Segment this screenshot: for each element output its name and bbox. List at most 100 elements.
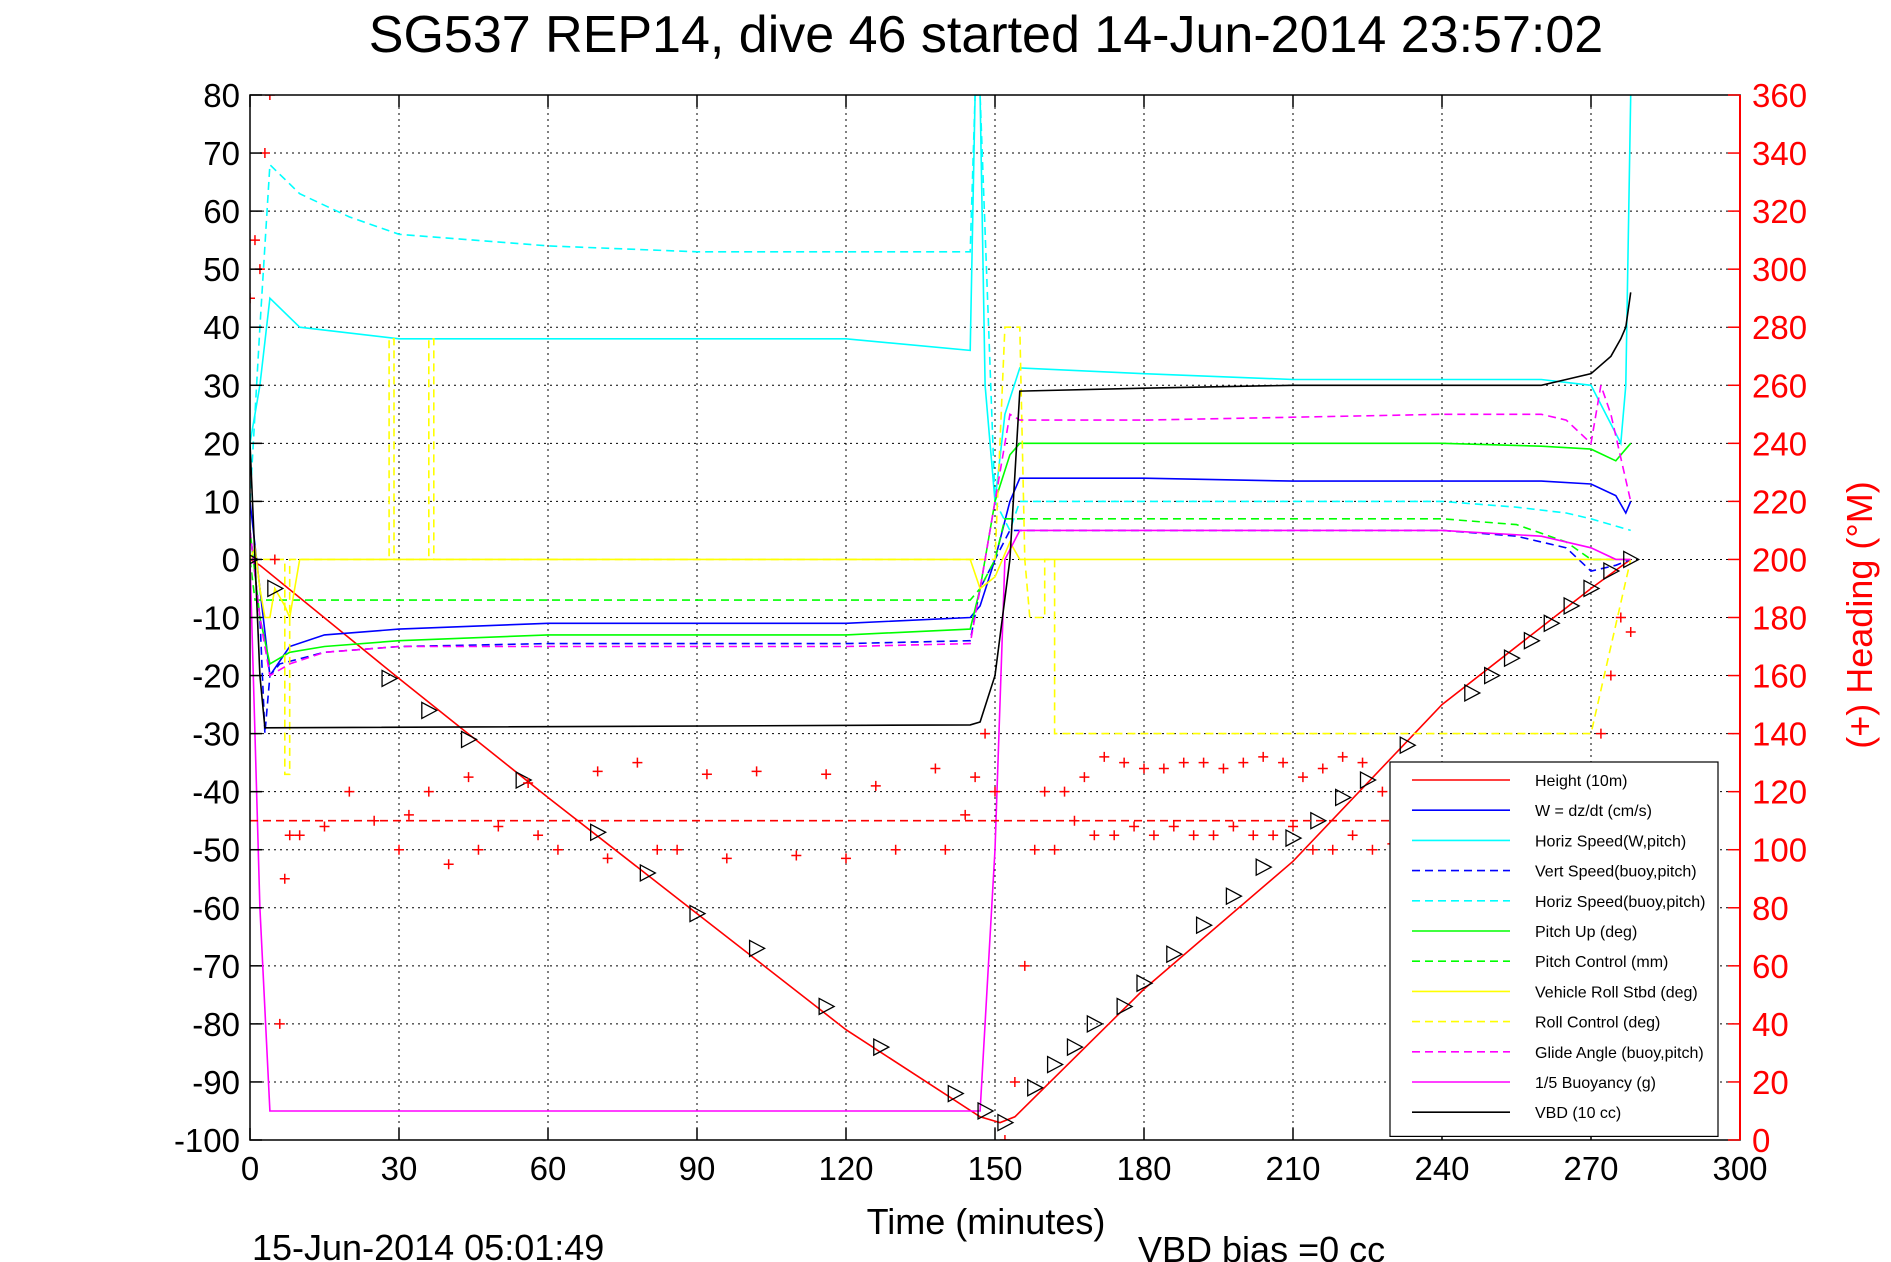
heading-point	[1278, 757, 1289, 768]
triangle-marker	[1285, 829, 1303, 848]
triangle-marker	[1399, 736, 1417, 755]
heading-point	[1129, 821, 1140, 832]
y2-tick-label: 280	[1752, 309, 1807, 346]
heading-point	[319, 821, 330, 832]
triangle-marker	[515, 770, 533, 790]
y2-tick-label: 160	[1752, 658, 1807, 695]
chart-title: SG537 REP14, dive 46 started 14-Jun-2014…	[369, 6, 1603, 64]
x-tick-label: 60	[530, 1150, 567, 1187]
y-tick-label: 40	[203, 309, 240, 346]
heading-point	[1119, 757, 1130, 768]
x-tick-label: 180	[1116, 1150, 1171, 1187]
heading-point	[1595, 728, 1606, 739]
y-tick-label: -30	[192, 716, 240, 753]
series-line-1-5-buoyancy-g	[250, 529, 1631, 1112]
triangle-marker	[947, 1084, 965, 1103]
triangle-marker	[977, 1101, 995, 1121]
heading-point	[1148, 830, 1159, 841]
x-tick-label: 30	[381, 1150, 418, 1187]
y-tick-label: -50	[192, 832, 240, 869]
heading-point	[1049, 844, 1060, 855]
triangle-marker	[1116, 997, 1134, 1016]
y2-tick-label: 340	[1752, 135, 1807, 172]
heading-point	[672, 844, 683, 855]
y2-axis-ticks: 3603403203002802602402202001801601401201…	[1728, 77, 1807, 1159]
y-tick-label: 60	[203, 193, 240, 230]
legend: Height (10m) W = dz/dt (cm/s) Horiz Speed(…	[1389, 761, 1719, 1137]
x-tick-label: 210	[1265, 1150, 1320, 1187]
triangle-marker	[1066, 1038, 1084, 1057]
y2-tick-label: 220	[1752, 483, 1807, 520]
heading-point	[990, 786, 1000, 797]
heading-point	[1347, 830, 1358, 841]
series-layer	[250, 95, 1641, 1140]
heading-point	[970, 772, 981, 783]
y-tick-label: 20	[203, 425, 240, 462]
heading-point	[1615, 612, 1626, 623]
legend-label: VBD (10 cc)	[1535, 1105, 1621, 1122]
triangle-marker	[1255, 858, 1273, 877]
heading-point	[1029, 844, 1040, 855]
heading-point	[1288, 821, 1298, 832]
heading-point	[250, 293, 255, 304]
heading-point	[274, 1018, 285, 1029]
heading-point	[1377, 786, 1388, 797]
y-tick-label: 0	[222, 541, 240, 578]
y2-tick-label: 0	[1752, 1122, 1770, 1159]
triangle-marker	[1086, 1014, 1104, 1033]
heading-point	[1307, 844, 1318, 855]
footer-date: 15-Jun-2014 05:01:49	[252, 1227, 604, 1262]
heading-point	[1268, 830, 1279, 841]
series-line-roll-control-deg	[250, 326, 1632, 776]
y2-axis-label: (+) Heading (°M)	[1839, 481, 1880, 748]
heading-point	[463, 772, 474, 783]
heading-point	[269, 554, 280, 565]
triangle-marker	[1195, 916, 1213, 935]
x-tick-label: 120	[818, 1150, 873, 1187]
heading-point	[821, 769, 832, 780]
heading-point	[1248, 830, 1259, 841]
y2-tick-label: 320	[1752, 193, 1807, 230]
triangle-marker	[1046, 1055, 1064, 1074]
triangle-marker	[381, 669, 399, 688]
y2-tick-label: 200	[1752, 541, 1807, 578]
triangle-marker	[873, 1038, 891, 1057]
triangle-marker	[1359, 770, 1377, 790]
y-tick-label: -90	[192, 1064, 240, 1101]
x-tick-label: 90	[679, 1150, 716, 1187]
series-markers-series-12	[250, 550, 1641, 1132]
heading-point	[791, 850, 802, 861]
heading-point	[721, 853, 732, 864]
y-tick-label: 10	[203, 483, 240, 520]
heading-point	[1019, 960, 1030, 971]
heading-point	[999, 1135, 1010, 1140]
x-tick-label: 0	[241, 1150, 259, 1187]
heading-point	[930, 763, 941, 774]
heading-point	[1089, 830, 1100, 841]
triangle-marker	[1464, 683, 1482, 703]
heading-point	[1099, 751, 1110, 762]
legend-label: Horiz Speed(buoy,pitch)	[1535, 894, 1705, 911]
plot-content	[250, 95, 1641, 1140]
heading-point	[1238, 757, 1249, 768]
series-line-horiz-speed-buoy-pitch	[250, 95, 1631, 533]
triangle-marker	[1166, 945, 1184, 964]
heading-point	[264, 95, 275, 100]
legend-label: Glide Angle (buoy,pitch)	[1535, 1045, 1704, 1062]
series-line-height-10m	[250, 558, 1632, 1124]
triangle-marker	[590, 823, 608, 842]
heading-point	[344, 786, 355, 797]
heading-point	[1158, 763, 1169, 774]
heading-point	[552, 844, 563, 855]
y2-tick-label: 300	[1752, 251, 1807, 288]
y2-tick-label: 120	[1752, 774, 1807, 811]
footer-vbd-bias: VBD bias =0 cc	[1138, 1229, 1385, 1262]
y-tick-label: -40	[192, 774, 240, 811]
heading-point	[1168, 821, 1179, 832]
grid	[250, 95, 1740, 1140]
series-line-glide-angle-buoy-pitch	[250, 385, 1632, 677]
triangle-marker	[639, 863, 657, 883]
legend-box	[1389, 761, 1719, 1137]
heading-point	[1059, 786, 1070, 797]
